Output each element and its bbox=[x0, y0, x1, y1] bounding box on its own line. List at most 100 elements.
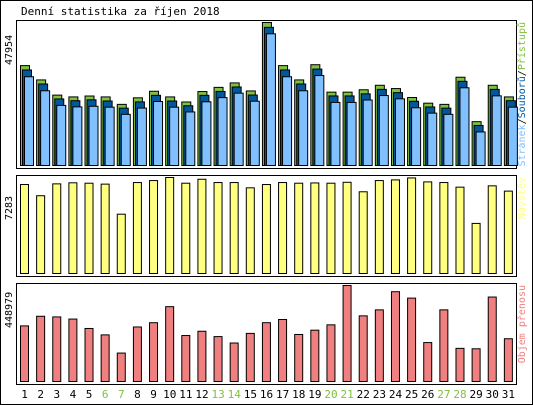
bar-visits bbox=[165, 177, 175, 274]
bar-visits bbox=[213, 182, 223, 274]
legend-entry: Stránek bbox=[516, 124, 528, 166]
x-tick-label: 14 bbox=[228, 388, 242, 401]
x-tick-label: 29 bbox=[470, 388, 483, 401]
bar-visits bbox=[52, 183, 62, 274]
x-tick-label: 4 bbox=[70, 388, 77, 401]
x-tick-label: 9 bbox=[150, 388, 157, 401]
bar-visits bbox=[261, 184, 271, 275]
x-tick-label: 31 bbox=[502, 388, 515, 401]
x-tick-label: 28 bbox=[453, 388, 466, 401]
x-tick-label: 16 bbox=[260, 388, 273, 401]
x-tick-label: 10 bbox=[163, 388, 176, 401]
bar-visits bbox=[471, 222, 481, 274]
bar-pages bbox=[394, 98, 405, 166]
bar-volume bbox=[116, 352, 126, 382]
legend-entry: Objem přenosu bbox=[516, 285, 528, 363]
x-tick-label: 8 bbox=[134, 388, 141, 401]
bar-pages bbox=[491, 95, 502, 166]
x-tick-label: 24 bbox=[389, 388, 403, 401]
bar-pages bbox=[136, 107, 147, 166]
x-tick-label: 13 bbox=[211, 388, 224, 401]
bar-volume bbox=[503, 338, 513, 382]
bar-visits bbox=[358, 191, 368, 274]
bar-pages bbox=[330, 101, 341, 166]
bar-visits bbox=[487, 185, 497, 274]
bar-volume bbox=[423, 342, 433, 383]
bar-volume bbox=[36, 315, 46, 382]
bar-pages bbox=[153, 101, 164, 166]
bar-pages bbox=[217, 97, 228, 166]
bar-volume bbox=[278, 318, 288, 382]
x-tick-label: 18 bbox=[292, 388, 305, 401]
bar-volume bbox=[407, 297, 417, 383]
x-tick-label: 21 bbox=[341, 388, 354, 401]
bar-visits bbox=[423, 181, 433, 275]
x-tick-label: 25 bbox=[405, 388, 418, 401]
bar-visits bbox=[100, 183, 110, 274]
chart-panel-2: 7283 Návštěv bbox=[4, 175, 528, 277]
bar-visits bbox=[149, 180, 159, 274]
bar-volume bbox=[374, 309, 384, 383]
bar-pages bbox=[249, 100, 260, 166]
bar-pages bbox=[169, 106, 180, 166]
bar-volume bbox=[100, 334, 110, 382]
bar-visits bbox=[68, 182, 78, 275]
bar-visits bbox=[374, 180, 384, 274]
x-tick-label: 26 bbox=[421, 388, 434, 401]
legend-entry: / bbox=[517, 118, 528, 124]
bar-volume bbox=[326, 324, 336, 382]
bar-volume bbox=[84, 327, 94, 382]
chart-panel-3: 448979 Objem přenosu bbox=[4, 283, 528, 385]
bar-pages bbox=[378, 95, 389, 166]
bar-volume bbox=[68, 318, 78, 382]
bar-volume bbox=[358, 315, 368, 382]
bar-visits bbox=[20, 184, 29, 275]
bar-visits bbox=[326, 182, 336, 274]
bar-visits bbox=[132, 182, 142, 274]
bar-volume bbox=[310, 329, 320, 382]
bar-volume bbox=[261, 322, 271, 382]
bar-visits bbox=[197, 178, 207, 275]
bar-pages bbox=[185, 111, 196, 166]
y-max-label: 448979 bbox=[4, 292, 15, 328]
legend-entry: Souborů bbox=[516, 76, 528, 118]
bar-visits bbox=[294, 182, 304, 274]
bar-volume bbox=[439, 309, 449, 383]
bar-pages bbox=[72, 106, 83, 166]
bar-visits bbox=[84, 182, 94, 274]
bar-visits bbox=[245, 187, 255, 274]
y-max-label: 7283 bbox=[4, 196, 15, 220]
bar-visits bbox=[439, 182, 449, 274]
bar-visits bbox=[181, 182, 191, 274]
legend-entry: Přístupů bbox=[516, 22, 528, 70]
bar-pages bbox=[443, 113, 454, 167]
x-tick-label: 12 bbox=[195, 388, 208, 401]
x-tick-label: 20 bbox=[324, 388, 337, 401]
bar-pages bbox=[282, 76, 293, 166]
x-tick-label: 5 bbox=[86, 388, 93, 401]
bar-pages bbox=[120, 113, 131, 167]
bar-volume bbox=[149, 322, 159, 382]
bar-pages bbox=[427, 112, 438, 166]
legend-label: Stránek/Souborů/Přístupů bbox=[516, 22, 528, 167]
bar-volume bbox=[390, 291, 400, 383]
x-tick-label: 27 bbox=[437, 388, 450, 401]
bar-volume bbox=[294, 333, 304, 382]
bar-pages bbox=[88, 105, 99, 166]
x-tick-label: 3 bbox=[54, 388, 61, 401]
bar-visits bbox=[116, 213, 126, 274]
x-tick-label: 15 bbox=[244, 388, 257, 401]
bar-volume bbox=[245, 332, 255, 382]
x-tick-label: 11 bbox=[179, 388, 192, 401]
x-tick-label: 2 bbox=[37, 388, 44, 401]
bar-pages bbox=[201, 101, 212, 166]
bar-volume bbox=[471, 348, 481, 382]
bar-volume bbox=[165, 306, 175, 383]
bar-pages bbox=[459, 87, 470, 166]
x-tick-label: 1 bbox=[21, 388, 28, 401]
bar-volume bbox=[455, 347, 465, 382]
legend-entry: Návštěv bbox=[516, 177, 528, 219]
